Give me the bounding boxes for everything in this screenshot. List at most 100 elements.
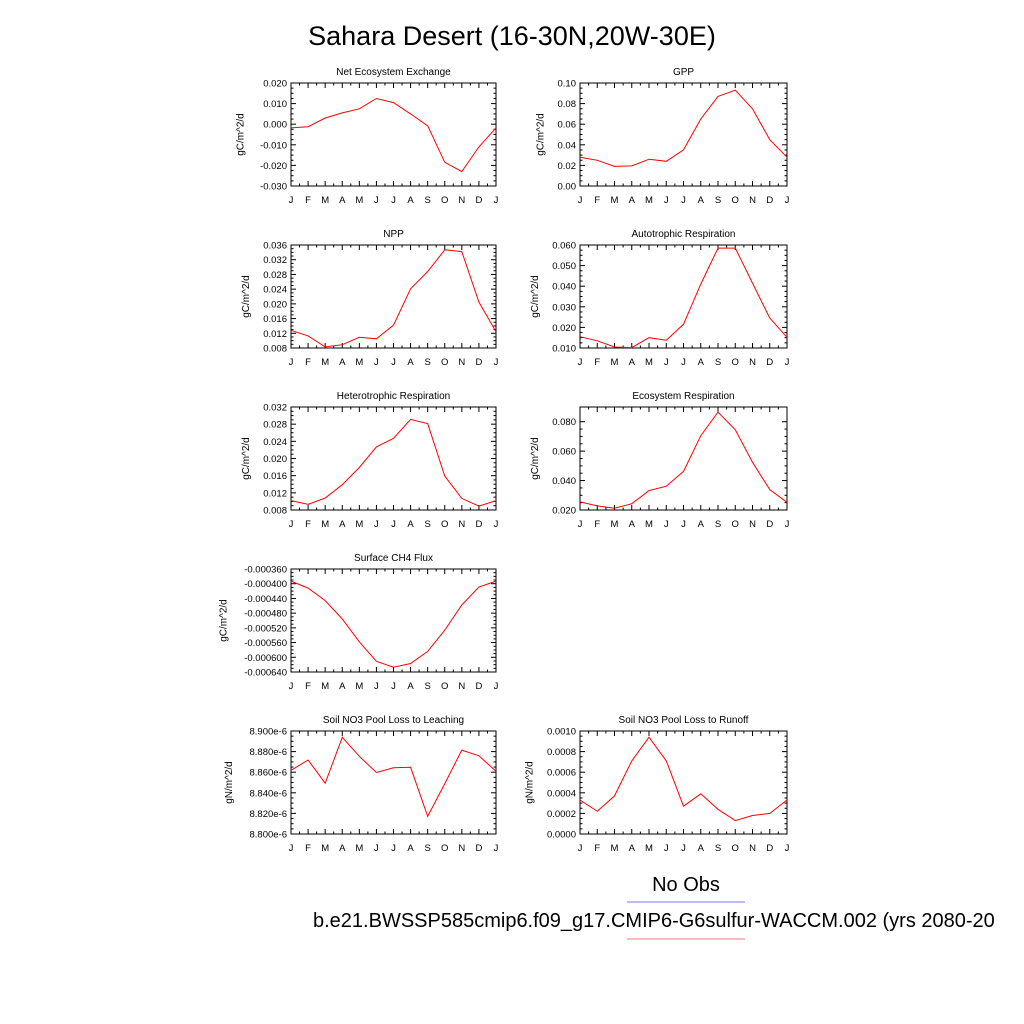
x-tick-label: N	[749, 519, 756, 530]
x-tick-label: A	[629, 843, 636, 854]
x-tick-label: J	[494, 843, 499, 854]
x-tick-label: J	[664, 843, 669, 854]
y-tick-label: 0.040	[552, 476, 576, 487]
main-title: Sahara Desert (16-30N,20W-30E)	[308, 21, 716, 51]
x-tick-label: S	[715, 357, 721, 368]
x-tick-label: F	[594, 843, 600, 854]
x-tick-label: M	[355, 195, 363, 206]
x-tick-label: O	[732, 843, 739, 854]
x-tick-label: A	[698, 843, 705, 854]
x-tick-label: A	[629, 195, 636, 206]
x-tick-label: J	[289, 681, 294, 692]
x-tick-label: M	[611, 195, 619, 206]
x-tick-label: A	[339, 681, 346, 692]
x-tick-label: M	[355, 357, 363, 368]
x-tick-label: F	[305, 357, 311, 368]
y-tick-label: 0.040	[552, 282, 576, 293]
series-line	[290, 418, 497, 507]
y-tick-label: -0.000640	[244, 668, 287, 679]
y-axis-label: gC/m^2/d	[536, 113, 547, 156]
legend: No Obs b.e21.BWSSP585cmip6.f09_g17.CMIP6…	[313, 874, 995, 940]
y-tick-label: 0.02	[558, 161, 577, 172]
series-line	[579, 411, 788, 509]
x-tick-label: M	[645, 357, 653, 368]
x-tick-label: A	[698, 519, 705, 530]
panel-title: Ecosystem Respiration	[632, 391, 734, 402]
y-tick-label: -0.000560	[244, 638, 287, 649]
panel-frame	[290, 568, 497, 673]
y-tick-label: 0.020	[263, 79, 287, 90]
y-tick-label: 0.060	[552, 241, 576, 252]
x-tick-label: J	[391, 519, 396, 530]
y-tick-label: -0.000440	[244, 594, 287, 605]
y-axis-label: gC/m^2/d	[530, 437, 541, 480]
x-tick-label: M	[355, 519, 363, 530]
x-tick-label: N	[458, 519, 465, 530]
x-tick-label: F	[305, 843, 311, 854]
y-tick-label: 0.012	[263, 488, 287, 499]
y-tick-label: 0.024	[263, 437, 287, 448]
x-tick-label: N	[749, 357, 756, 368]
x-tick-label: M	[321, 681, 329, 692]
x-tick-label: F	[594, 195, 600, 206]
y-axis-label: gN/m^2/d	[524, 761, 535, 804]
x-tick-label: F	[594, 519, 600, 530]
x-tick-label: J	[374, 681, 379, 692]
x-tick-label: J	[664, 357, 669, 368]
y-tick-label: 0.020	[552, 323, 576, 334]
legend-label-case: b.e21.BWSSP585cmip6.f09_g17.CMIP6-G6sulf…	[313, 910, 995, 932]
y-axis-label: gC/m^2/d	[241, 437, 252, 480]
x-tick-label: S	[424, 681, 430, 692]
series-line	[579, 247, 788, 349]
y-tick-label: -0.000360	[244, 565, 287, 576]
panel-title: Heterotrophic Respiration	[337, 391, 450, 402]
x-tick-label: D	[475, 843, 482, 854]
y-tick-label: 0.0010	[547, 727, 576, 738]
y-tick-label: 8.880e-6	[249, 747, 287, 758]
x-tick-label: J	[785, 357, 790, 368]
x-tick-label: J	[391, 681, 396, 692]
y-tick-label: -0.010	[260, 140, 287, 151]
y-tick-label: 8.820e-6	[249, 809, 287, 820]
x-tick-label: A	[339, 519, 346, 530]
x-tick-label: O	[441, 843, 448, 854]
panel-title: NPP	[383, 229, 404, 240]
x-tick-label: N	[458, 357, 465, 368]
x-tick-label: J	[391, 843, 396, 854]
x-tick-label: J	[578, 357, 583, 368]
x-tick-label: J	[681, 195, 686, 206]
x-tick-label: A	[339, 843, 346, 854]
y-tick-label: 0.008	[263, 344, 287, 355]
x-tick-label: S	[424, 195, 430, 206]
x-tick-label: M	[645, 843, 653, 854]
x-tick-label: O	[441, 681, 448, 692]
x-tick-label: D	[766, 519, 773, 530]
y-tick-label: 0.0000	[547, 830, 576, 841]
x-tick-label: M	[321, 195, 329, 206]
x-tick-label: A	[698, 357, 705, 368]
y-tick-label: 8.800e-6	[249, 830, 287, 841]
y-tick-label: 0.0004	[547, 788, 576, 799]
x-tick-label: O	[441, 357, 448, 368]
y-tick-label: 0.050	[552, 261, 576, 272]
x-tick-label: J	[494, 195, 499, 206]
y-tick-label: 0.080	[552, 417, 576, 428]
x-tick-label: S	[424, 519, 430, 530]
panel-frame	[290, 406, 497, 511]
x-tick-label: A	[339, 357, 346, 368]
x-tick-label: O	[732, 195, 739, 206]
y-tick-label: 0.028	[263, 420, 287, 431]
x-tick-label: J	[664, 195, 669, 206]
y-tick-label: 0.0002	[547, 809, 576, 820]
y-axis-label: gC/m^2/d	[235, 113, 246, 156]
x-tick-label: O	[441, 195, 448, 206]
series-line	[579, 89, 788, 167]
panel-frame	[579, 82, 788, 187]
y-tick-label: 0.016	[263, 314, 287, 325]
y-tick-label: 0.036	[263, 241, 287, 252]
y-tick-label: 0.020	[263, 299, 287, 310]
